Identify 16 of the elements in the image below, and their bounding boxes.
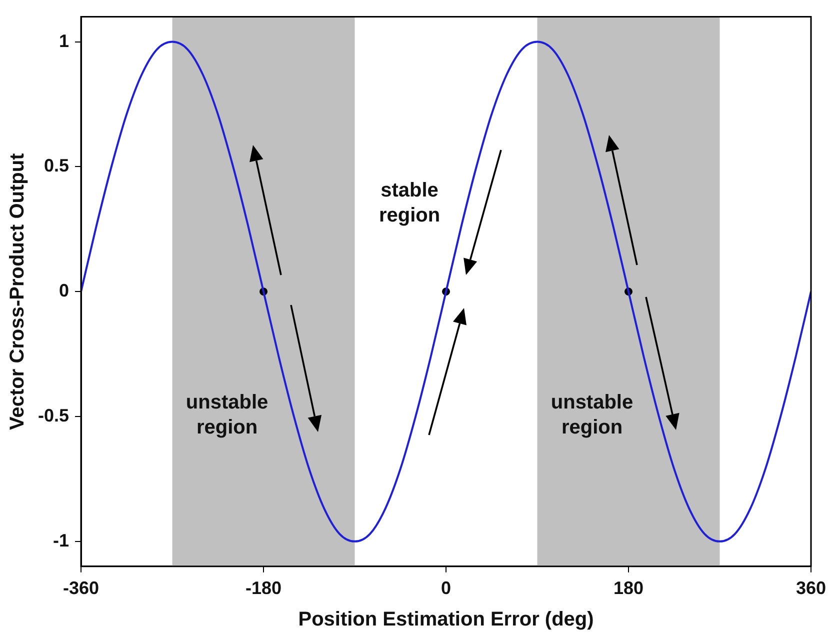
band-label: unstable region xyxy=(186,391,268,438)
y-axis-title: Vector Cross-Product Output xyxy=(6,152,29,430)
y-tick-label: 0.5 xyxy=(44,156,70,176)
y-tick-label: 1 xyxy=(59,30,70,51)
x-tick-label: -360 xyxy=(63,578,100,598)
x-tick-label: 0 xyxy=(441,578,452,598)
x-tick-label: -180 xyxy=(245,578,282,598)
band-label: unstable region xyxy=(550,391,634,438)
annotation: stable region xyxy=(378,180,440,227)
y-tick-label: -1 xyxy=(53,530,70,550)
x-tick-label: 360 xyxy=(796,578,826,598)
line-series xyxy=(81,40,811,542)
y-tick-label: -0.5 xyxy=(38,405,70,426)
x-tick-label: 180 xyxy=(613,578,644,598)
y-tick-label: 0 xyxy=(59,280,70,301)
x-axis-title: Position Estimation Error (deg) xyxy=(298,608,594,631)
